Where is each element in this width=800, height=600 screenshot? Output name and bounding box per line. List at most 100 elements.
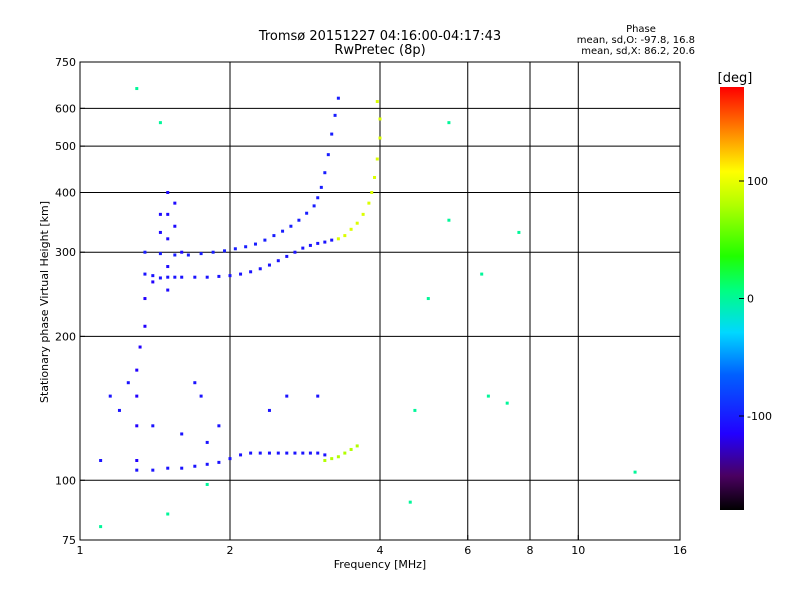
colorbar-ticks: 100 0 -100: [739, 175, 772, 423]
data-point: [276, 259, 280, 263]
data-point: [193, 381, 197, 385]
data-point: [180, 275, 184, 279]
data-point: [99, 525, 103, 529]
data-point: [199, 394, 203, 398]
data-point: [480, 272, 484, 276]
data-point: [228, 457, 232, 461]
data-point: [211, 250, 215, 254]
data-point: [166, 237, 170, 241]
data-point: [308, 243, 312, 247]
data-point: [301, 451, 305, 455]
data-point: [166, 275, 170, 279]
data-point: [272, 234, 276, 238]
data-point: [263, 238, 267, 242]
data-point: [173, 253, 177, 257]
data-point: [228, 274, 232, 278]
data-point: [293, 250, 297, 254]
data-point: [375, 100, 379, 104]
data-point: [336, 455, 340, 459]
data-point: [143, 324, 147, 328]
data-point: [135, 394, 139, 398]
data-point: [361, 212, 365, 216]
data-point: [281, 229, 285, 233]
data-point: [205, 275, 209, 279]
data-point: [233, 247, 237, 251]
data-point: [180, 432, 184, 436]
data-point: [180, 466, 184, 470]
data-point: [373, 175, 377, 179]
plot-area: 1 2 4 6 8 10 16 75 100 200 300 400 500 600 750: [55, 56, 687, 557]
data-point: [143, 272, 147, 276]
x-tick-label: 1: [77, 544, 84, 557]
y-tick-label: 75: [62, 534, 76, 547]
y-tick-label: 750: [55, 56, 76, 69]
x-tick-label: 8: [527, 544, 534, 557]
data-point: [333, 113, 337, 117]
data-point: [205, 482, 209, 486]
data-point: [193, 275, 197, 279]
data-point: [267, 451, 271, 455]
data-point: [135, 458, 139, 462]
data-point: [330, 132, 334, 136]
data-point: [199, 252, 203, 256]
data-point: [293, 451, 297, 455]
data-point: [316, 241, 320, 245]
x-tick-label: 10: [571, 544, 585, 557]
data-point: [249, 451, 253, 455]
data-points: [99, 87, 637, 529]
stats-x-mode: mean, sd,X: 86.2, 20.6: [581, 46, 695, 57]
data-point: [151, 424, 155, 428]
colorbar-tick-label: -100: [747, 410, 772, 423]
data-point: [355, 221, 359, 225]
x-tick-label: 2: [227, 544, 234, 557]
data-point: [276, 451, 280, 455]
chart-subtitle: RwPretec (8p): [334, 43, 425, 58]
data-point: [349, 227, 353, 231]
data-point: [135, 468, 139, 472]
data-point: [217, 424, 221, 428]
stats-title: Phase: [626, 24, 656, 35]
x-axis-label: Frequency [MHz]: [334, 558, 426, 571]
data-point: [326, 153, 330, 157]
data-point: [343, 451, 347, 455]
data-point: [323, 458, 327, 462]
data-point: [126, 381, 130, 385]
data-point: [143, 250, 147, 254]
data-point: [151, 468, 155, 472]
data-point: [249, 270, 253, 274]
x-axis-ticks: 1 2 4 6 8 10 16: [77, 535, 687, 557]
data-point: [378, 136, 382, 140]
data-point: [135, 87, 139, 91]
data-point: [267, 408, 271, 412]
data-point: [180, 250, 184, 254]
data-point: [349, 447, 353, 451]
data-point: [239, 272, 243, 276]
data-point: [408, 500, 412, 504]
data-point: [323, 453, 327, 457]
data-point: [108, 394, 112, 398]
y-tick-label: 300: [55, 246, 76, 259]
data-point: [505, 401, 509, 405]
data-point: [135, 424, 139, 428]
data-point: [186, 253, 190, 257]
data-point: [158, 212, 162, 216]
y-axis-label: Stationary phase Virtual Height [km]: [38, 201, 51, 403]
data-point: [166, 190, 170, 194]
data-point: [173, 275, 177, 279]
data-point: [316, 394, 320, 398]
data-point: [285, 394, 289, 398]
data-point: [375, 157, 379, 161]
data-point: [367, 201, 371, 205]
data-point: [330, 457, 334, 461]
data-point: [447, 218, 451, 222]
data-point: [138, 345, 142, 349]
data-point: [285, 451, 289, 455]
y-axis-ticks: 75 100 200 300 400 500 600 750: [55, 56, 85, 547]
x-tick-label: 16: [673, 544, 687, 557]
y-tick-label: 200: [55, 330, 76, 343]
data-point: [158, 276, 162, 280]
data-point: [378, 117, 382, 121]
data-point: [355, 444, 359, 448]
data-point: [143, 297, 147, 301]
y-tick-label: 100: [55, 474, 76, 487]
